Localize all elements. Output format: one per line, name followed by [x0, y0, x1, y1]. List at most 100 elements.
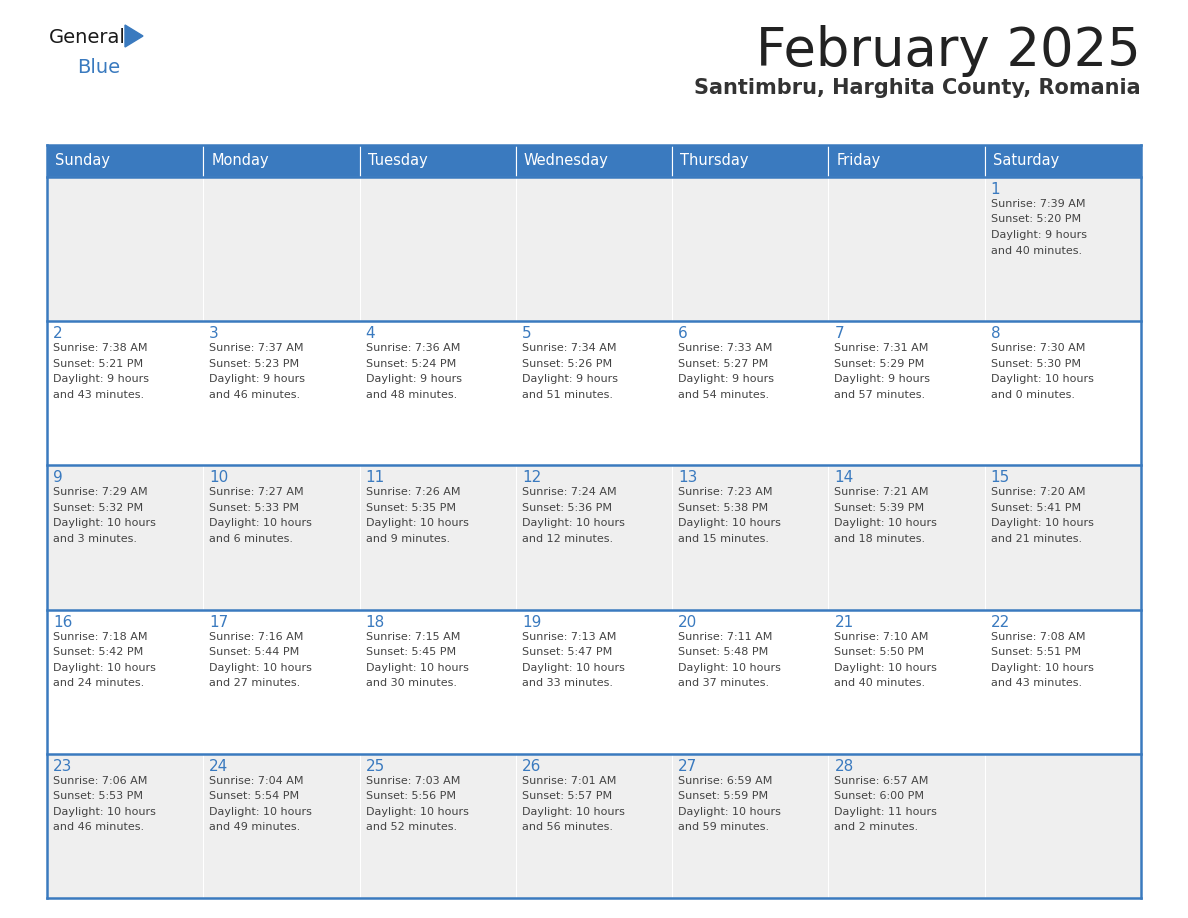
- Text: Sunrise: 7:29 AM: Sunrise: 7:29 AM: [53, 487, 147, 498]
- Text: Sunset: 5:39 PM: Sunset: 5:39 PM: [834, 503, 924, 513]
- Text: and 57 minutes.: and 57 minutes.: [834, 390, 925, 399]
- Text: Sunrise: 7:11 AM: Sunrise: 7:11 AM: [678, 632, 772, 642]
- Text: Daylight: 10 hours: Daylight: 10 hours: [678, 807, 781, 817]
- Text: Sunset: 5:59 PM: Sunset: 5:59 PM: [678, 791, 769, 801]
- Text: Sunset: 5:21 PM: Sunset: 5:21 PM: [53, 359, 143, 369]
- Text: Sunrise: 7:34 AM: Sunrise: 7:34 AM: [522, 343, 617, 353]
- Text: Tuesday: Tuesday: [367, 153, 428, 169]
- Bar: [828, 465, 985, 610]
- Text: Sunrise: 7:26 AM: Sunrise: 7:26 AM: [366, 487, 460, 498]
- Text: Daylight: 10 hours: Daylight: 10 hours: [991, 375, 1094, 385]
- Text: and 43 minutes.: and 43 minutes.: [53, 390, 144, 399]
- Text: Sunrise: 7:31 AM: Sunrise: 7:31 AM: [834, 343, 929, 353]
- Bar: [516, 145, 672, 177]
- Text: Daylight: 10 hours: Daylight: 10 hours: [834, 663, 937, 673]
- Bar: [360, 465, 516, 610]
- Text: Daylight: 10 hours: Daylight: 10 hours: [53, 807, 156, 817]
- Text: Sunset: 5:36 PM: Sunset: 5:36 PM: [522, 503, 612, 513]
- Text: Sunset: 5:45 PM: Sunset: 5:45 PM: [366, 647, 456, 657]
- Text: Sunrise: 7:38 AM: Sunrise: 7:38 AM: [53, 343, 147, 353]
- Bar: [360, 321, 516, 465]
- Text: Sunrise: 7:33 AM: Sunrise: 7:33 AM: [678, 343, 772, 353]
- Text: Daylight: 10 hours: Daylight: 10 hours: [678, 663, 781, 673]
- Text: and 9 minutes.: and 9 minutes.: [366, 534, 450, 543]
- Text: Blue: Blue: [77, 58, 120, 77]
- Text: Sunset: 5:29 PM: Sunset: 5:29 PM: [834, 359, 924, 369]
- Bar: [828, 145, 985, 177]
- Text: and 6 minutes.: and 6 minutes.: [209, 534, 293, 543]
- Text: 5: 5: [522, 326, 531, 341]
- Bar: [203, 145, 360, 177]
- Text: Daylight: 10 hours: Daylight: 10 hours: [366, 519, 468, 529]
- Text: and 27 minutes.: and 27 minutes.: [209, 678, 301, 688]
- Text: 17: 17: [209, 614, 228, 630]
- Text: 14: 14: [834, 470, 854, 486]
- Bar: [48, 145, 203, 177]
- Text: Daylight: 11 hours: Daylight: 11 hours: [834, 807, 937, 817]
- Text: and 43 minutes.: and 43 minutes.: [991, 678, 1082, 688]
- Text: Sunset: 5:53 PM: Sunset: 5:53 PM: [53, 791, 143, 801]
- Bar: [672, 145, 828, 177]
- Text: Sunrise: 7:10 AM: Sunrise: 7:10 AM: [834, 632, 929, 642]
- Bar: [985, 145, 1140, 177]
- Bar: [516, 177, 672, 321]
- Text: and 51 minutes.: and 51 minutes.: [522, 390, 613, 399]
- Bar: [360, 754, 516, 898]
- Text: Sunrise: 7:24 AM: Sunrise: 7:24 AM: [522, 487, 617, 498]
- Text: Daylight: 10 hours: Daylight: 10 hours: [522, 663, 625, 673]
- Text: and 54 minutes.: and 54 minutes.: [678, 390, 770, 399]
- Text: Sunrise: 7:04 AM: Sunrise: 7:04 AM: [209, 776, 304, 786]
- Text: and 37 minutes.: and 37 minutes.: [678, 678, 770, 688]
- Text: 2: 2: [53, 326, 63, 341]
- Text: Sunset: 5:44 PM: Sunset: 5:44 PM: [209, 647, 299, 657]
- Text: and 12 minutes.: and 12 minutes.: [522, 534, 613, 543]
- Bar: [985, 465, 1140, 610]
- Text: Daylight: 10 hours: Daylight: 10 hours: [991, 663, 1094, 673]
- Text: and 46 minutes.: and 46 minutes.: [53, 823, 144, 833]
- Text: and 3 minutes.: and 3 minutes.: [53, 534, 137, 543]
- Text: 12: 12: [522, 470, 541, 486]
- Text: Sunset: 5:41 PM: Sunset: 5:41 PM: [991, 503, 1081, 513]
- Text: Sunrise: 7:08 AM: Sunrise: 7:08 AM: [991, 632, 1085, 642]
- Text: 3: 3: [209, 326, 219, 341]
- Text: Sunset: 5:26 PM: Sunset: 5:26 PM: [522, 359, 612, 369]
- Text: 6: 6: [678, 326, 688, 341]
- Bar: [203, 754, 360, 898]
- Bar: [828, 321, 985, 465]
- Text: and 59 minutes.: and 59 minutes.: [678, 823, 770, 833]
- Text: Daylight: 9 hours: Daylight: 9 hours: [834, 375, 930, 385]
- Polygon shape: [125, 25, 143, 47]
- Text: Sunday: Sunday: [55, 153, 110, 169]
- Text: Saturday: Saturday: [993, 153, 1059, 169]
- Bar: [672, 321, 828, 465]
- Text: Sunset: 5:48 PM: Sunset: 5:48 PM: [678, 647, 769, 657]
- Text: Sunrise: 7:39 AM: Sunrise: 7:39 AM: [991, 199, 1085, 209]
- Text: 28: 28: [834, 759, 854, 774]
- Text: Sunset: 6:00 PM: Sunset: 6:00 PM: [834, 791, 924, 801]
- Text: Sunrise: 6:59 AM: Sunrise: 6:59 AM: [678, 776, 772, 786]
- Text: Daylight: 10 hours: Daylight: 10 hours: [678, 519, 781, 529]
- Text: and 48 minutes.: and 48 minutes.: [366, 390, 457, 399]
- Text: and 49 minutes.: and 49 minutes.: [209, 823, 301, 833]
- Text: Santimbru, Harghita County, Romania: Santimbru, Harghita County, Romania: [694, 78, 1140, 98]
- Bar: [203, 610, 360, 754]
- Text: Sunrise: 7:18 AM: Sunrise: 7:18 AM: [53, 632, 147, 642]
- Text: Daylight: 9 hours: Daylight: 9 hours: [678, 375, 775, 385]
- Bar: [48, 465, 203, 610]
- Text: 10: 10: [209, 470, 228, 486]
- Text: Daylight: 10 hours: Daylight: 10 hours: [522, 519, 625, 529]
- Bar: [672, 465, 828, 610]
- Text: and 18 minutes.: and 18 minutes.: [834, 534, 925, 543]
- Text: and 0 minutes.: and 0 minutes.: [991, 390, 1075, 399]
- Text: Sunrise: 7:20 AM: Sunrise: 7:20 AM: [991, 487, 1085, 498]
- Text: Daylight: 10 hours: Daylight: 10 hours: [991, 519, 1094, 529]
- Text: 23: 23: [53, 759, 72, 774]
- Text: Daylight: 10 hours: Daylight: 10 hours: [209, 663, 312, 673]
- Text: and 21 minutes.: and 21 minutes.: [991, 534, 1082, 543]
- Bar: [48, 177, 203, 321]
- Text: Daylight: 10 hours: Daylight: 10 hours: [209, 807, 312, 817]
- Bar: [516, 610, 672, 754]
- Text: Monday: Monday: [211, 153, 268, 169]
- Text: and 30 minutes.: and 30 minutes.: [366, 678, 456, 688]
- Text: Daylight: 10 hours: Daylight: 10 hours: [834, 519, 937, 529]
